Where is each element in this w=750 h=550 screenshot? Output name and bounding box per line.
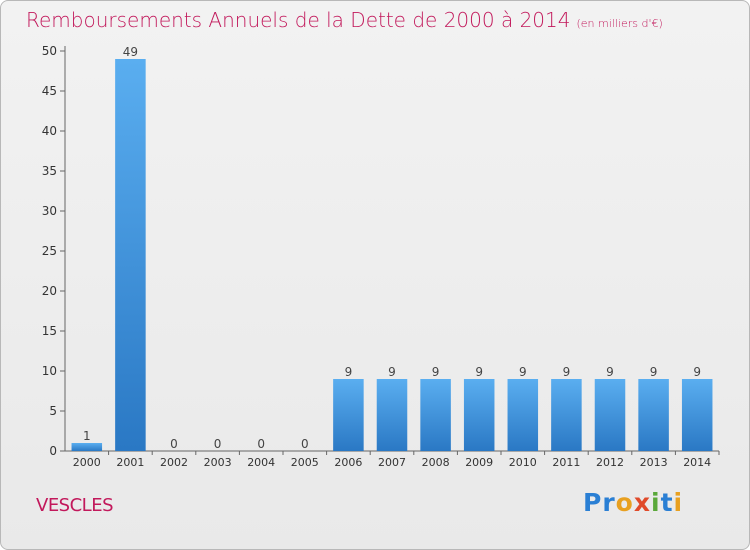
data-labels: 1 49 0 0 0 0 9 9 9 9 9 9 9 9 9	[83, 45, 701, 451]
x-tick-label: 2008	[422, 456, 450, 469]
data-label: 9	[519, 365, 527, 379]
x-tick-label: 2001	[116, 456, 144, 469]
y-tick-label: 40	[42, 124, 57, 138]
x-tick-label: 2003	[204, 456, 232, 469]
data-label: 1	[83, 429, 91, 443]
data-label: 0	[214, 437, 222, 451]
x-tick-label: 2006	[334, 456, 362, 469]
y-tick-label: 25	[42, 244, 57, 258]
y-tick-label: 10	[42, 364, 57, 378]
data-label: 9	[475, 365, 483, 379]
chart-title-text: Remboursements Annuels de la Dette de 20…	[26, 8, 571, 32]
x-tick-label: 2012	[596, 456, 624, 469]
logo-part: o	[615, 488, 634, 517]
x-tick-label: 2007	[378, 456, 406, 469]
data-label: 9	[388, 365, 396, 379]
y-tick-label: 0	[49, 444, 57, 458]
chart-title: Remboursements Annuels de la Dette de 20…	[26, 8, 663, 32]
data-label: 0	[257, 437, 265, 451]
data-label: 49	[123, 45, 138, 59]
x-tick-label: 2011	[552, 456, 580, 469]
location-label: VESCLES	[36, 495, 114, 516]
x-tick-label: 2010	[509, 456, 537, 469]
bar	[681, 379, 713, 451]
logo-part: t	[660, 488, 674, 517]
y-tick-label: 45	[42, 84, 57, 98]
x-tick-label: 2004	[247, 456, 275, 469]
bar	[420, 379, 451, 451]
data-label: 0	[301, 437, 309, 451]
x-tick-label: 2005	[291, 456, 319, 469]
data-label: 0	[170, 437, 178, 451]
y-tick-label: 30	[42, 204, 57, 218]
bars	[71, 59, 713, 451]
data-label: 9	[432, 365, 440, 379]
y-tick-label: 5	[49, 404, 57, 418]
data-label: 9	[345, 365, 353, 379]
x-tick-label: 2002	[160, 456, 188, 469]
bar	[638, 379, 669, 451]
data-label: 9	[650, 365, 658, 379]
logo-part: i	[650, 488, 661, 517]
data-label: 9	[693, 365, 701, 379]
x-tick-label: 2000	[73, 456, 101, 469]
data-label: 9	[563, 365, 571, 379]
y-tick-label: 50	[42, 44, 57, 58]
y-tick-label: 35	[42, 164, 57, 178]
bar	[507, 379, 539, 451]
logo-part: Pr	[583, 488, 616, 517]
bar	[115, 59, 146, 451]
chart-unit-label: (en milliers d'€)	[576, 17, 663, 30]
proxiti-logo: Proxiti	[583, 488, 683, 517]
y-tick-label: 15	[42, 324, 57, 338]
bar	[463, 379, 495, 451]
data-label: 9	[606, 365, 614, 379]
bar	[594, 379, 626, 451]
logo-part: x	[633, 488, 651, 517]
bar	[376, 379, 408, 451]
bar	[71, 443, 103, 451]
bar	[333, 379, 364, 451]
logo-part: i	[673, 488, 684, 517]
x-tick-label: 2013	[640, 456, 668, 469]
x-tick-label: 2014	[683, 456, 711, 469]
x-tick-label: 2009	[465, 456, 493, 469]
bar	[551, 379, 582, 451]
y-tick-label: 20	[42, 284, 57, 298]
